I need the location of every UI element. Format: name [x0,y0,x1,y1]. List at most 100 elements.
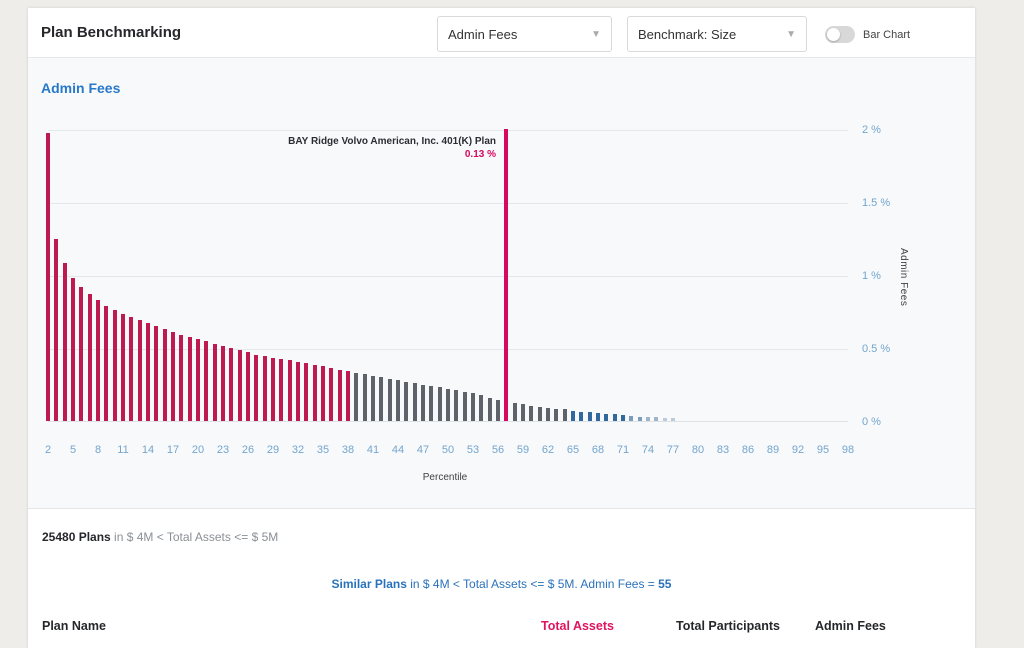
x-tick-label: 65 [566,444,580,456]
gridline-0-5pct [48,349,848,350]
percentile-bar [271,357,275,421]
percentile-bar [104,305,109,421]
percentile-bar [312,364,317,421]
percentile-bar [171,331,175,421]
similar-plans-label[interactable]: Similar Plans [331,577,407,591]
percentile-bar [354,372,359,421]
x-tick-label: 35 [316,444,330,456]
x-axis-title: Percentile [422,472,468,483]
page-title: Plan Benchmarking [41,24,182,41]
percentile-bar [296,361,300,421]
percentile-bar [321,366,325,421]
x-tick-label: 20 [191,444,205,456]
percentile-bar [379,377,384,421]
x-tick-label: 23 [216,444,230,456]
percentile-bar [187,337,192,421]
percentile-bar [671,418,675,421]
percentile-bar [462,391,467,421]
x-tick-label: 41 [366,444,380,456]
x-tick-label: 38 [341,444,355,456]
bar-chart-toggle[interactable] [825,26,855,43]
bar-chart-toggle-label: Bar Chart [863,28,911,41]
column-header-admin-fees[interactable]: Admin Fees [815,619,886,633]
x-tick-label: 68 [591,444,605,456]
percentile-bar [71,277,75,421]
percentile-bar [646,416,650,421]
percentile-bar [121,314,125,421]
percentile-bar [46,133,50,421]
x-tick-label: 44 [391,444,405,456]
similar-plans-detail: in $ 4M < Total Assets <= $ 5M. Admin Fe… [406,577,659,591]
x-tick-label: 2 [44,444,52,456]
x-tick-label: 47 [416,444,430,456]
x-tick-label: 71 [616,444,630,456]
percentile-bar [262,356,267,421]
percentile-bar [196,339,200,421]
x-tick-label: 53 [466,444,480,456]
percentile-bar [479,395,484,421]
percentile-bar [229,348,234,421]
percentile-bar [454,390,459,421]
percentile-bar [246,352,250,421]
percentile-bar [637,416,642,421]
percentile-bar [337,369,342,421]
percentile-bar-chart: BAY Ridge Volvo American, Inc. 401(K) Pl… [45,124,909,483]
percentile-bar [629,415,634,421]
x-tick-label: 92 [791,444,805,456]
column-header-total-participants[interactable]: Total Participants [676,619,780,633]
highlighted-plan-bar [504,129,509,421]
similar-plans-line: Similar Plans in $ 4M < Total Assets <= … [28,577,975,591]
x-tick-label: 11 [117,444,129,456]
percentile-bar [521,404,525,421]
x-tick-label: 56 [491,444,505,456]
percentile-bar [562,409,567,421]
percentile-bar [154,326,159,421]
benchmark-dropdown[interactable]: Benchmark: Size ▼ [627,16,807,52]
x-tick-label: 17 [166,444,180,456]
x-tick-label: 32 [291,444,305,456]
x-tick-label: 62 [541,444,555,456]
metric-dropdown-value: Admin Fees [448,26,518,42]
gridline-1pct [48,276,848,277]
percentile-bar [329,367,334,421]
percentile-bar [404,381,409,421]
percentile-bar [96,299,100,421]
percentile-bar [612,414,617,421]
toggle-knob [827,28,840,41]
percentile-bar [537,407,542,421]
metric-dropdown[interactable]: Admin Fees ▼ [437,16,612,52]
plans-count-line: 25480 Plans in $ 4M < Total Assets <= $ … [42,530,278,544]
gridline-1-5pct [48,203,848,204]
x-tick-label: 59 [516,444,530,456]
percentile-bar [487,397,492,421]
percentile-bar [137,320,142,421]
x-tick-label: 77 [666,444,680,456]
column-header-plan-name[interactable]: Plan Name [42,619,106,633]
percentile-bar [279,358,284,421]
y-tick-1-5pct: 1.5 % [862,197,891,209]
percentile-bar [421,384,425,421]
percentile-bar [412,383,417,421]
y-tick-0-5pct: 0.5 % [862,343,891,355]
percentile-bar [362,374,367,421]
y-tick-2pct: 2 % [862,124,881,136]
plan-benchmarking-card: Plan Benchmarking Admin Fees ▼ Benchmark… [28,8,975,648]
percentile-bar [529,405,534,421]
percentile-bar [437,387,442,421]
x-tick-label: 89 [766,444,780,456]
percentile-bar [396,380,400,421]
percentile-bar [604,413,609,421]
percentile-bar [446,388,450,421]
percentile-bar [287,360,292,421]
percentile-bar [471,393,475,421]
x-tick-label: 8 [94,444,102,456]
percentile-bar [621,415,625,421]
x-tick-label: 98 [841,444,855,456]
x-tick-label: 95 [816,444,830,456]
percentile-bar [79,286,84,421]
column-header-total-assets[interactable]: Total Assets [541,619,614,633]
x-tick-label: 80 [691,444,705,456]
plans-count-detail: in $ 4M < Total Assets <= $ 5M [110,530,279,544]
benchmark-dropdown-value: Benchmark: Size [638,26,737,42]
percentile-bar [179,334,184,421]
